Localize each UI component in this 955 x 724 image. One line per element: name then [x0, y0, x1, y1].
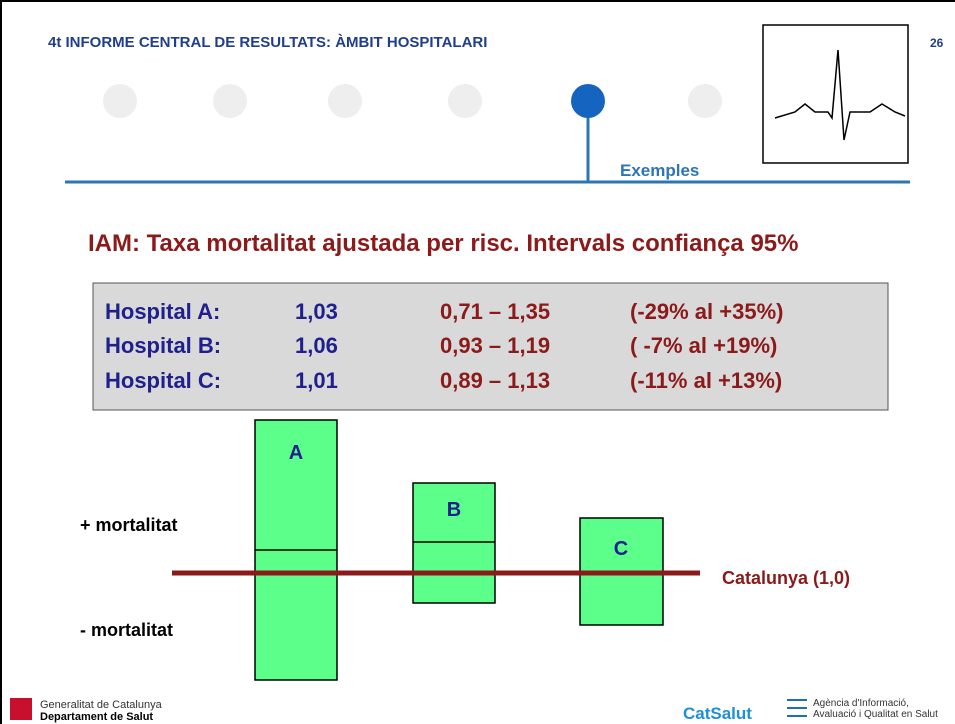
slide: 4t INFORME CENTRAL DE RESULTATS: ÀMBIT H… [0, 0, 955, 724]
header-title: 4t INFORME CENTRAL DE RESULTATS: ÀMBIT H… [48, 34, 487, 51]
table-cell: Hospital C: [105, 368, 221, 393]
footer-text: Generalitat de Catalunya [40, 699, 163, 711]
table-cell: Hospital B: [105, 333, 221, 358]
logo-catsalut: CatSalut [683, 704, 752, 723]
table-cell: 0,93 – 1,19 [440, 333, 550, 358]
nav-dot [213, 84, 247, 118]
table-cell: (-11% al +13%) [630, 368, 782, 393]
box-label: B [447, 499, 461, 521]
nav-dot [448, 84, 482, 118]
upper-label: + mortalitat [80, 515, 178, 535]
table-cell: 0,71 – 1,35 [440, 299, 550, 324]
logo-generalitat [10, 698, 32, 720]
table-cell: Hospital A: [105, 299, 220, 324]
footer-text: Departament de Salut [40, 711, 153, 723]
table: Hospital A: 1,03 0,71 – 1,35 (-29% al +3… [105, 299, 783, 393]
reference-label: Catalunya (1,0) [722, 568, 850, 588]
box-label: A [289, 442, 303, 464]
table-cell: 1,03 [295, 299, 338, 324]
nav-dot [328, 84, 362, 118]
footer-text: Agència d'Informació, [813, 698, 909, 709]
page-number: 26 [930, 36, 944, 50]
table-cell: 1,06 [295, 333, 338, 358]
heading: IAM: Taxa mortalitat ajustada per risc. … [88, 230, 798, 257]
table-cell: 0,89 – 1,13 [440, 368, 550, 393]
table-cell: ( -7% al +19%) [630, 333, 777, 358]
table-cell: 1,01 [295, 368, 338, 393]
box-label: C [614, 538, 628, 560]
table-cell: (-29% al +35%) [630, 299, 783, 324]
nav-dot [103, 84, 137, 118]
nav-dot-active [571, 84, 605, 118]
ecg-frame [763, 25, 908, 163]
nav-dot [688, 84, 722, 118]
footer-text: Avaluació i Qualitat en Salut [813, 709, 938, 720]
lower-label: - mortalitat [80, 620, 173, 640]
nav-label: Exemples [620, 161, 699, 180]
